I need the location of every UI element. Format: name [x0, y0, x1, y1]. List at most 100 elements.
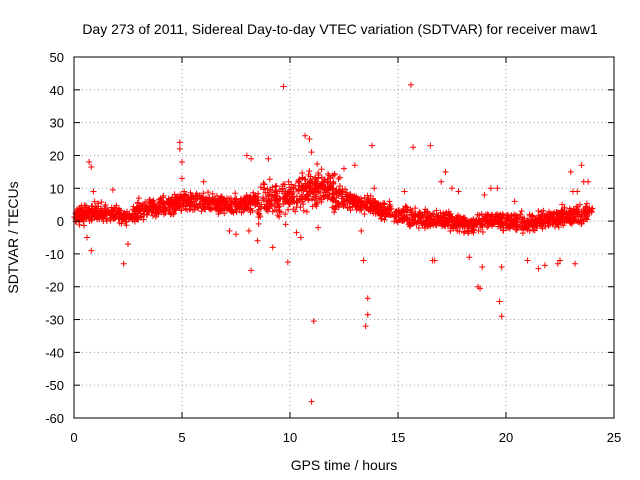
data-point	[305, 197, 312, 204]
data-point	[549, 211, 556, 218]
data-point	[384, 211, 391, 218]
data-point	[193, 190, 200, 197]
data-point	[209, 190, 216, 197]
data-point	[427, 221, 434, 228]
data-point	[529, 213, 536, 220]
data-point	[418, 212, 425, 219]
data-point	[378, 215, 385, 222]
data-point	[300, 207, 307, 214]
data-point	[196, 200, 203, 207]
data-point	[248, 197, 254, 204]
data-point	[89, 209, 96, 216]
data-point	[343, 189, 350, 196]
data-point	[311, 189, 318, 196]
data-point	[177, 191, 184, 198]
data-point	[542, 219, 549, 226]
data-point	[286, 184, 293, 191]
data-point	[266, 205, 273, 212]
y-tick-label: -40	[45, 345, 64, 360]
data-point	[395, 216, 402, 223]
data-point	[523, 218, 530, 225]
data-point	[101, 208, 108, 215]
outlier-point	[168, 198, 175, 205]
data-point	[247, 209, 254, 216]
data-point	[385, 207, 392, 214]
outlier-point	[109, 186, 116, 193]
data-point	[406, 221, 413, 228]
data-point	[290, 206, 297, 213]
data-point	[221, 210, 228, 217]
outlier-point	[479, 264, 486, 271]
data-point	[299, 183, 306, 190]
data-point	[302, 180, 309, 187]
data-point	[102, 202, 109, 209]
outlier-point	[293, 229, 300, 236]
data-point	[412, 213, 419, 220]
data-point	[566, 216, 573, 223]
data-point	[380, 207, 387, 214]
y-tick-label: 10	[50, 181, 64, 196]
chart-title: Day 273 of 2011, Sidereal Day-to-day VTE…	[82, 21, 598, 37]
data-point	[315, 169, 322, 176]
outlier-point	[481, 191, 488, 198]
data-point	[386, 211, 393, 218]
data-point	[335, 175, 342, 182]
data-point	[370, 195, 377, 202]
data-point	[266, 198, 273, 205]
data-point	[347, 207, 354, 214]
outlier-point	[401, 188, 408, 195]
data-point	[232, 190, 239, 197]
data-point	[271, 203, 278, 210]
outlier-point	[423, 214, 430, 221]
data-point	[535, 207, 542, 214]
outlier-point	[302, 132, 309, 139]
data-point	[179, 200, 186, 207]
data-point	[187, 189, 194, 196]
y-tick-label: 30	[50, 116, 64, 131]
data-point	[282, 210, 289, 217]
outlier-point	[315, 224, 322, 231]
data-point	[454, 227, 461, 234]
data-point	[411, 217, 418, 224]
data-point	[76, 221, 83, 228]
outlier-point	[245, 227, 252, 234]
y-tick-label: 20	[50, 148, 64, 163]
data-point	[510, 219, 517, 226]
data-point	[532, 216, 539, 223]
data-point	[565, 211, 572, 218]
data-point	[420, 219, 427, 226]
data-point	[571, 215, 578, 222]
data-point	[584, 216, 591, 223]
data-point	[299, 170, 306, 177]
data-point	[415, 224, 422, 231]
data-point	[375, 201, 382, 208]
data-point	[308, 178, 315, 185]
outlier-point	[200, 178, 207, 185]
data-point	[583, 200, 590, 207]
data-point	[402, 203, 409, 210]
data-point	[161, 205, 168, 212]
data-point	[260, 195, 267, 202]
data-point	[204, 200, 211, 207]
data-point	[511, 216, 518, 223]
data-point	[180, 196, 187, 203]
data-point	[364, 204, 371, 211]
data-point	[209, 205, 216, 212]
data-point	[320, 181, 327, 188]
data-point	[326, 191, 333, 198]
data-point	[479, 229, 486, 236]
data-point	[176, 204, 183, 211]
data-point	[291, 198, 298, 205]
data-point	[194, 195, 201, 202]
data-point	[324, 195, 331, 202]
data-point	[313, 178, 320, 185]
data-point	[506, 215, 513, 222]
data-point	[227, 200, 234, 207]
data-point	[470, 216, 477, 223]
data-point	[86, 217, 93, 224]
data-point	[418, 213, 425, 220]
data-point	[331, 171, 338, 178]
data-point	[537, 223, 544, 230]
outlier-point	[557, 257, 563, 264]
data-point	[518, 219, 525, 226]
